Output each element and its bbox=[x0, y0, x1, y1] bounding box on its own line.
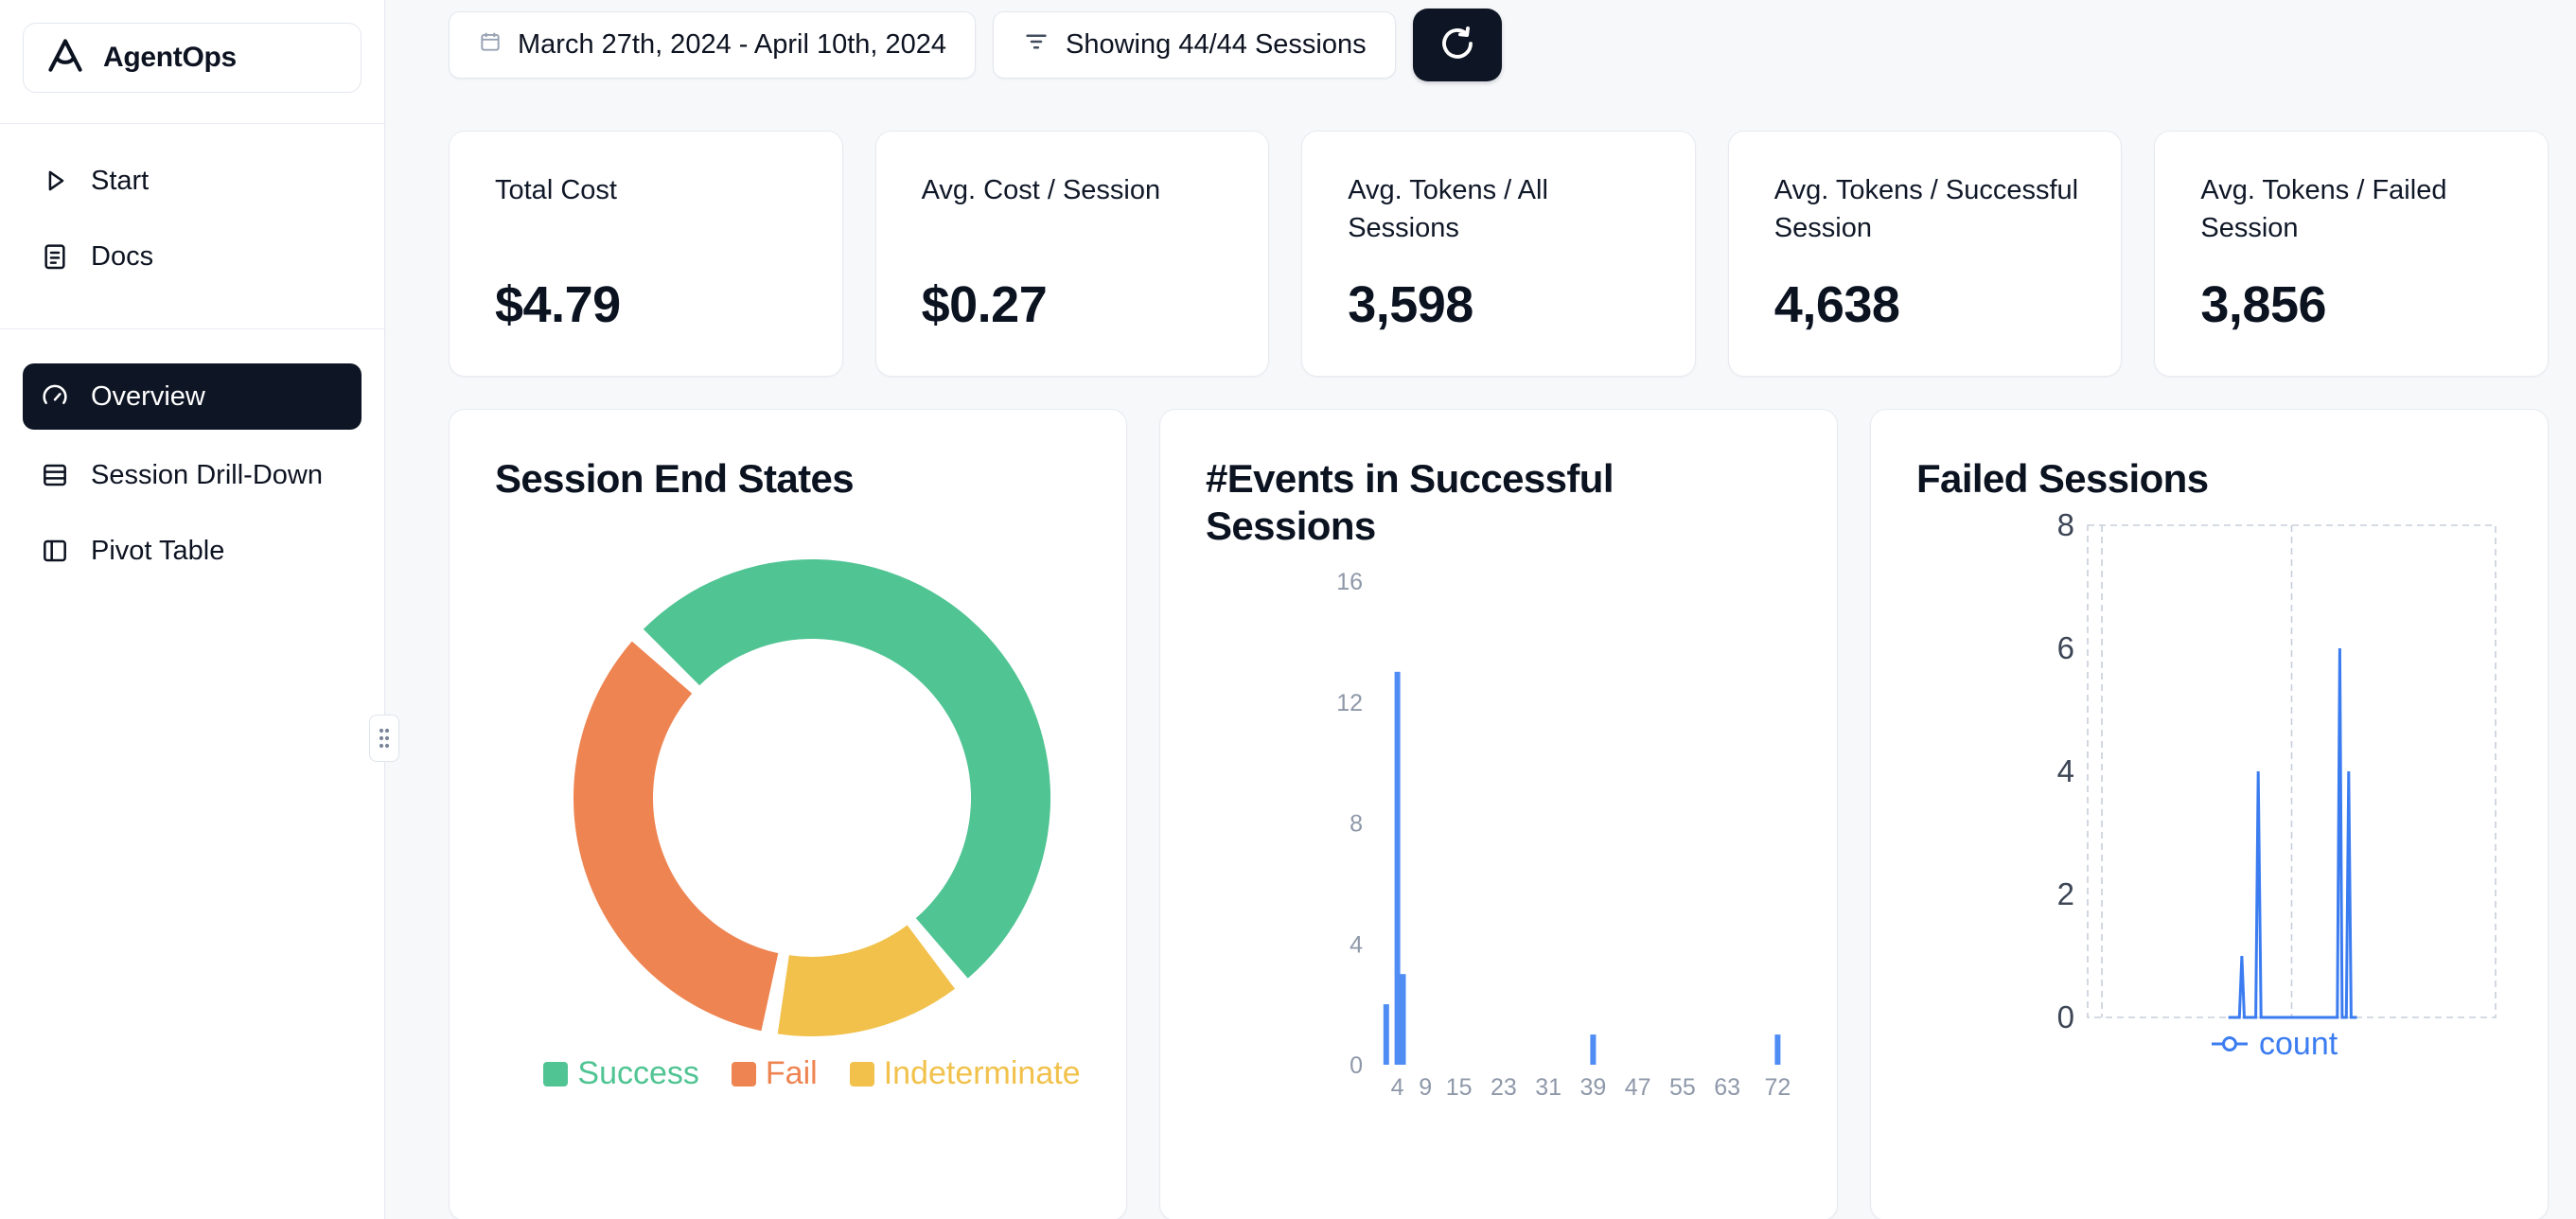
stat-value: 3,856 bbox=[2200, 276, 2327, 333]
legend-label: Success bbox=[577, 1055, 699, 1092]
svg-text:23: 23 bbox=[1491, 1074, 1517, 1101]
app-name: AgentOps bbox=[103, 42, 237, 73]
svg-text:8: 8 bbox=[1350, 810, 1363, 837]
stat-value: $4.79 bbox=[495, 276, 621, 333]
refresh-button[interactable] bbox=[1412, 9, 1502, 81]
failed-sessions-card: Failed Sessions 0 2 4 6 8 count bbox=[1870, 409, 2549, 1219]
svg-text:6: 6 bbox=[2057, 630, 2074, 665]
legend-swatch bbox=[849, 1061, 874, 1086]
chart-title-session-end-states: Session End States bbox=[495, 456, 855, 501]
legend-item-fail[interactable]: Fail bbox=[731, 1055, 818, 1092]
legend-item-success[interactable]: Success bbox=[543, 1055, 699, 1092]
sidebar-item-label: Overview bbox=[91, 380, 205, 412]
list-rows-icon bbox=[40, 460, 70, 490]
stat-value: 4,638 bbox=[1773, 276, 1900, 333]
date-range-label: March 27th, 2024 - April 10th, 2024 bbox=[518, 29, 947, 60]
stat-card-avg-tokens-successful: Avg. Tokens / Successful Session 4,638 bbox=[1727, 131, 2123, 377]
svg-text:16: 16 bbox=[1336, 569, 1363, 595]
main-content: March 27th, 2024 - April 10th, 2024 Show… bbox=[385, 0, 2576, 1219]
document-icon bbox=[40, 241, 70, 272]
svg-text:2: 2 bbox=[2057, 876, 2074, 911]
sidebar-item-overview[interactable]: Overview bbox=[23, 363, 362, 430]
drag-dots-icon bbox=[379, 728, 390, 749]
failed-sessions-chart: 0 2 4 6 8 count bbox=[2011, 507, 2510, 1085]
svg-text:0: 0 bbox=[2057, 999, 2074, 1034]
events-histogram-chart: 0 4 8 12 16 4 9 15 23 31 39 47 55 63 72 bbox=[1300, 558, 1799, 1150]
refresh-icon bbox=[1438, 24, 1477, 66]
sidebar-item-label: Start bbox=[91, 165, 150, 196]
sidebar-item-label: Pivot Table bbox=[91, 535, 225, 566]
logo[interactable]: AgentOps bbox=[23, 23, 362, 93]
gauge-icon bbox=[40, 381, 70, 412]
legend-label: Indeterminate bbox=[883, 1055, 1081, 1092]
legend-swatch bbox=[731, 1061, 756, 1086]
stat-value: 3,598 bbox=[1348, 276, 1473, 333]
stat-card-avg-cost-session: Avg. Cost / Session $0.27 bbox=[874, 131, 1270, 377]
stat-card-avg-tokens-all: Avg. Tokens / All Sessions 3,598 bbox=[1301, 131, 1696, 377]
charts-row: Session End States Success Fail Indeterm… bbox=[449, 409, 2549, 1219]
stat-label: Avg. Tokens / All Sessions bbox=[1348, 175, 1548, 244]
svg-text:0: 0 bbox=[1350, 1052, 1363, 1079]
sidebar-divider bbox=[0, 123, 384, 124]
session-end-states-chart bbox=[556, 542, 1067, 1053]
sidebar-divider bbox=[0, 328, 384, 329]
svg-text:31: 31 bbox=[1535, 1074, 1561, 1101]
stat-card-avg-tokens-failed: Avg. Tokens / Failed Session 3,856 bbox=[2154, 131, 2549, 377]
svg-text:47: 47 bbox=[1625, 1074, 1651, 1101]
donut-legend: Success Fail Indeterminate bbox=[543, 1055, 1081, 1092]
svg-text:39: 39 bbox=[1579, 1074, 1606, 1101]
svg-text:4: 4 bbox=[1350, 931, 1363, 958]
sidebar-item-docs[interactable]: Docs bbox=[23, 226, 362, 287]
agentops-logo-icon bbox=[44, 35, 86, 81]
sidebar-resize-handle[interactable] bbox=[369, 715, 399, 762]
sidebar-item-pivot-table[interactable]: Pivot Table bbox=[23, 521, 362, 581]
sidebar-nav: Start Docs Overview Session Drill-Down bbox=[0, 124, 384, 581]
legend-item-indeterminate[interactable]: Indeterminate bbox=[849, 1055, 1081, 1092]
svg-text:12: 12 bbox=[1336, 690, 1363, 716]
table-columns-icon bbox=[40, 536, 70, 566]
sidebar-item-label: Session Drill-Down bbox=[91, 459, 323, 490]
svg-text:9: 9 bbox=[1419, 1074, 1432, 1101]
sidebar-item-session-drill-down[interactable]: Session Drill-Down bbox=[23, 445, 362, 505]
svg-text:count: count bbox=[2259, 1026, 2338, 1062]
date-range-button[interactable]: March 27th, 2024 - April 10th, 2024 bbox=[449, 11, 977, 79]
stat-value: $0.27 bbox=[921, 276, 1048, 333]
stats-row: Total Cost $4.79 Avg. Cost / Session $0.… bbox=[449, 131, 2549, 377]
sidebar: AgentOps Start Docs Overview bbox=[0, 0, 399, 1219]
svg-text:4: 4 bbox=[1391, 1074, 1404, 1101]
play-icon bbox=[40, 166, 70, 196]
sessions-filter-label: Showing 44/44 Sessions bbox=[1066, 29, 1367, 60]
sidebar-item-label: Docs bbox=[91, 240, 154, 272]
sidebar-item-start[interactable]: Start bbox=[23, 150, 362, 211]
stat-label: Avg. Tokens / Successful Session bbox=[1773, 175, 2079, 244]
svg-text:55: 55 bbox=[1669, 1074, 1696, 1101]
toolbar: March 27th, 2024 - April 10th, 2024 Show… bbox=[449, 9, 2549, 81]
svg-text:8: 8 bbox=[2057, 512, 2074, 542]
session-end-states-card: Session End States Success Fail Indeterm… bbox=[449, 409, 1127, 1219]
stat-label: Avg. Tokens / Failed Session bbox=[2200, 175, 2447, 244]
stat-label: Total Cost bbox=[495, 175, 617, 205]
filter-icon bbox=[1022, 27, 1050, 63]
legend-swatch bbox=[543, 1061, 569, 1086]
svg-text:63: 63 bbox=[1714, 1074, 1740, 1101]
legend-label: Fail bbox=[765, 1055, 818, 1092]
sessions-filter-button[interactable]: Showing 44/44 Sessions bbox=[993, 11, 1396, 79]
chart-title-events: #Events in Successful Sessions bbox=[1206, 456, 1614, 549]
stat-label: Avg. Cost / Session bbox=[921, 175, 1161, 205]
svg-text:72: 72 bbox=[1764, 1074, 1791, 1101]
events-histogram-card: #Events in Successful Sessions 0 4 8 12 16 4 9… bbox=[1159, 409, 1838, 1219]
stat-card-total-cost: Total Cost $4.79 bbox=[449, 131, 843, 377]
calendar-icon bbox=[478, 29, 503, 62]
svg-text:15: 15 bbox=[1446, 1074, 1473, 1101]
chart-title-failed-sessions: Failed Sessions bbox=[1916, 456, 2209, 501]
svg-text:4: 4 bbox=[2057, 753, 2074, 788]
